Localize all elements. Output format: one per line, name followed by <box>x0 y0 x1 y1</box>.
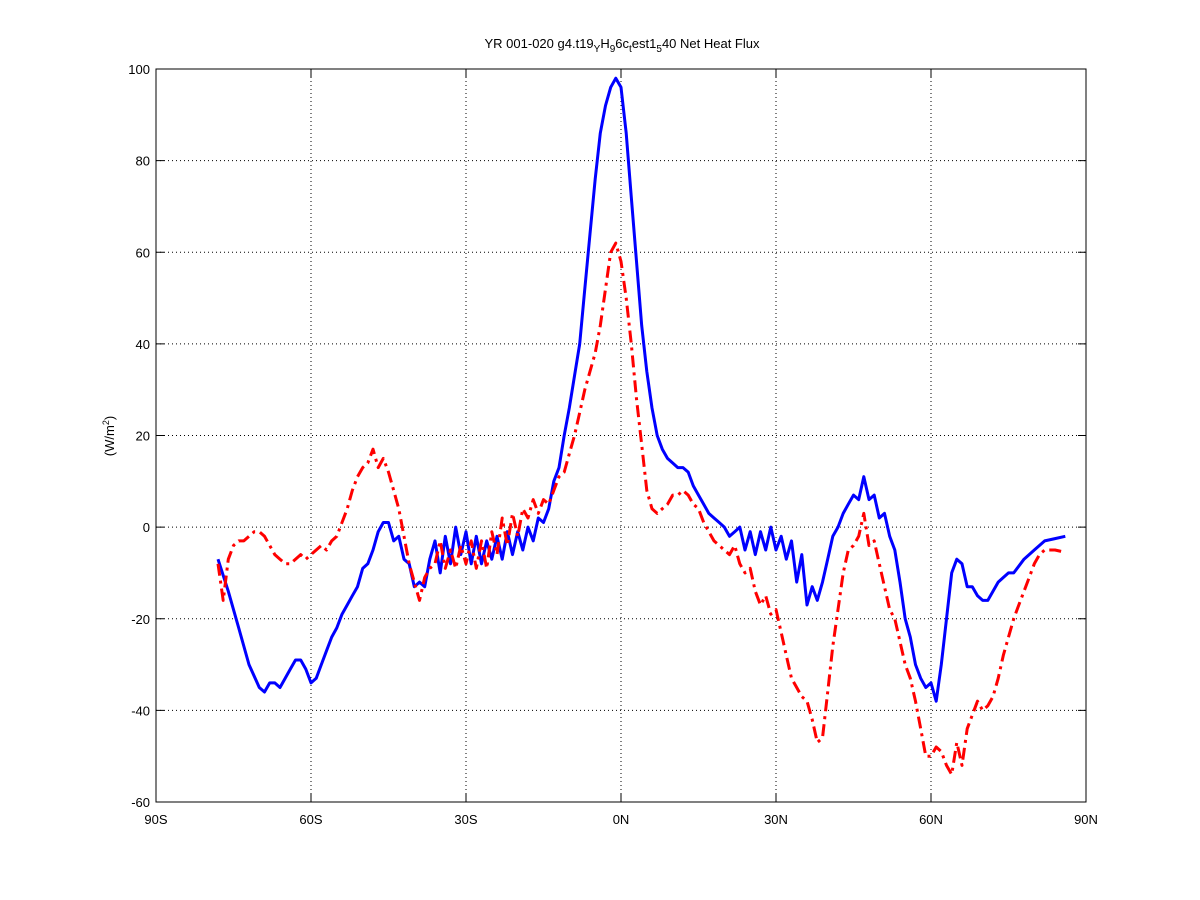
title-suffix: 40 Net Heat Flux <box>662 36 760 51</box>
y-axis-label: (W/m2) <box>101 416 117 456</box>
title-sub-3: t <box>629 44 632 55</box>
x-tick-label: 60S <box>299 812 322 827</box>
y-tick-label: -20 <box>131 612 150 627</box>
y-tick-label: 80 <box>136 154 150 169</box>
y-tick-label: -60 <box>131 795 150 810</box>
chart-title: YR 001-020 g4.t19YH96ctest1540 Net Heat … <box>485 36 760 55</box>
x-tick-label: 30N <box>764 812 788 827</box>
ylabel-prefix: (W/m <box>102 425 117 456</box>
y-tick-label: 20 <box>136 429 150 444</box>
y-tick-label: -40 <box>131 703 150 718</box>
x-tick-label: 90N <box>1074 812 1098 827</box>
series-line-1 <box>216 76 1066 703</box>
y-tick-label: 40 <box>136 337 150 352</box>
y-tick-label: 0 <box>143 520 150 535</box>
x-tick-label: 90S <box>144 812 167 827</box>
ylabel-sup: 2 <box>101 420 111 425</box>
title-prefix: YR 001-020 g4.t19 <box>485 36 594 51</box>
title-mid-1: H <box>600 36 609 51</box>
axis-ticks <box>155 68 1087 803</box>
ylabel-suffix: ) <box>102 416 117 420</box>
x-tick-label: 60N <box>919 812 943 827</box>
grid <box>156 69 1086 802</box>
y-tick-labels: -60 -40 -20 0 20 40 60 80 100 <box>128 62 150 810</box>
title-mid-2: 6c <box>615 36 629 51</box>
y-tick-label: 60 <box>136 245 150 260</box>
title-mid-3: est1 <box>632 36 657 51</box>
y-tick-label: 100 <box>128 62 150 77</box>
x-tick-labels: 90S 60S 30S 0N 30N 60N 90N <box>144 812 1098 827</box>
x-tick-label: 0N <box>613 812 630 827</box>
series-layer <box>216 76 1066 776</box>
title-sub-1: Y <box>594 44 601 55</box>
series-line-2 <box>216 241 1066 776</box>
title-sub-4: 5 <box>656 44 662 55</box>
x-tick-label: 30S <box>454 812 477 827</box>
title-sub-2: 9 <box>610 44 616 55</box>
